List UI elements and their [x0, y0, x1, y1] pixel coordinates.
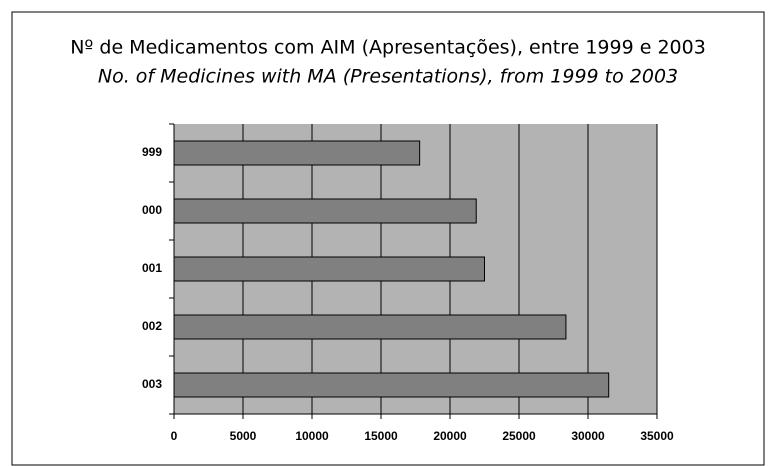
bar: [173, 198, 477, 224]
bar: [173, 314, 567, 340]
y-tick-label: 003: [142, 377, 162, 391]
x-tick-label: 20000: [433, 429, 467, 443]
x-tick-label: 25000: [502, 429, 536, 443]
y-tick-label: 002: [142, 319, 162, 333]
x-tick-label: 30000: [571, 429, 605, 443]
chart-title: Nº de Medicamentos com AIM (Apresentaçõe…: [70, 37, 706, 59]
x-tick-label: 15000: [364, 429, 398, 443]
bar: [173, 140, 421, 166]
y-tick-label: 000: [142, 203, 162, 217]
x-tick-label: 10000: [295, 429, 329, 443]
bar: [173, 256, 485, 282]
x-tick-label: 35000: [640, 429, 674, 443]
y-tick-label: 999: [142, 145, 162, 159]
chart-subtitle: No. of Medicines with MA (Presentations)…: [98, 66, 678, 88]
bar: [173, 372, 610, 398]
x-tick-label: 0: [171, 429, 178, 443]
x-tick-label: 5000: [230, 429, 257, 443]
y-tick-label: 001: [142, 261, 162, 275]
